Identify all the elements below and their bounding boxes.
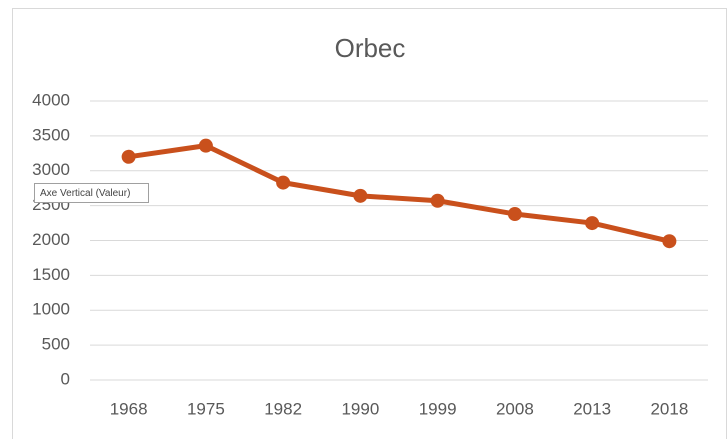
x-tick-label: 1975 (187, 399, 225, 418)
tooltip: Axe Vertical (Valeur) (34, 183, 149, 203)
y-tick-label: 0 (61, 369, 70, 388)
chart-title: Orbec (335, 33, 406, 63)
x-tick-label: 1982 (264, 399, 302, 418)
data-point (353, 188, 368, 203)
x-tick-label: 2018 (650, 399, 688, 418)
plot (121, 138, 677, 249)
y-tick-label: 1500 (32, 265, 70, 284)
data-point (198, 138, 213, 153)
y-tick-label: 3000 (32, 160, 70, 179)
data-point (507, 206, 522, 221)
x-tick-label: 2008 (496, 399, 534, 418)
x-tick-label: 1990 (341, 399, 379, 418)
series-line (128, 143, 670, 244)
y-tick-label: 3500 (32, 125, 70, 144)
tooltip-text: Axe Vertical (Valeur) (40, 188, 130, 199)
data-point (585, 216, 600, 231)
tooltip-box (34, 183, 149, 203)
data-point (662, 234, 677, 249)
x-tick-label: 1968 (110, 399, 148, 418)
data-point (121, 149, 136, 164)
y-tick-label: 2000 (32, 230, 70, 249)
chart-border (12, 8, 727, 439)
y-tick-label: 4000 (32, 90, 70, 109)
x-tick-label: 1999 (419, 399, 457, 418)
y-tick-label: 500 (42, 335, 70, 354)
data-point (276, 175, 291, 190)
data-point (430, 193, 445, 208)
y-tick-label: 1000 (32, 300, 70, 319)
x-tick-label: 2013 (573, 399, 611, 418)
